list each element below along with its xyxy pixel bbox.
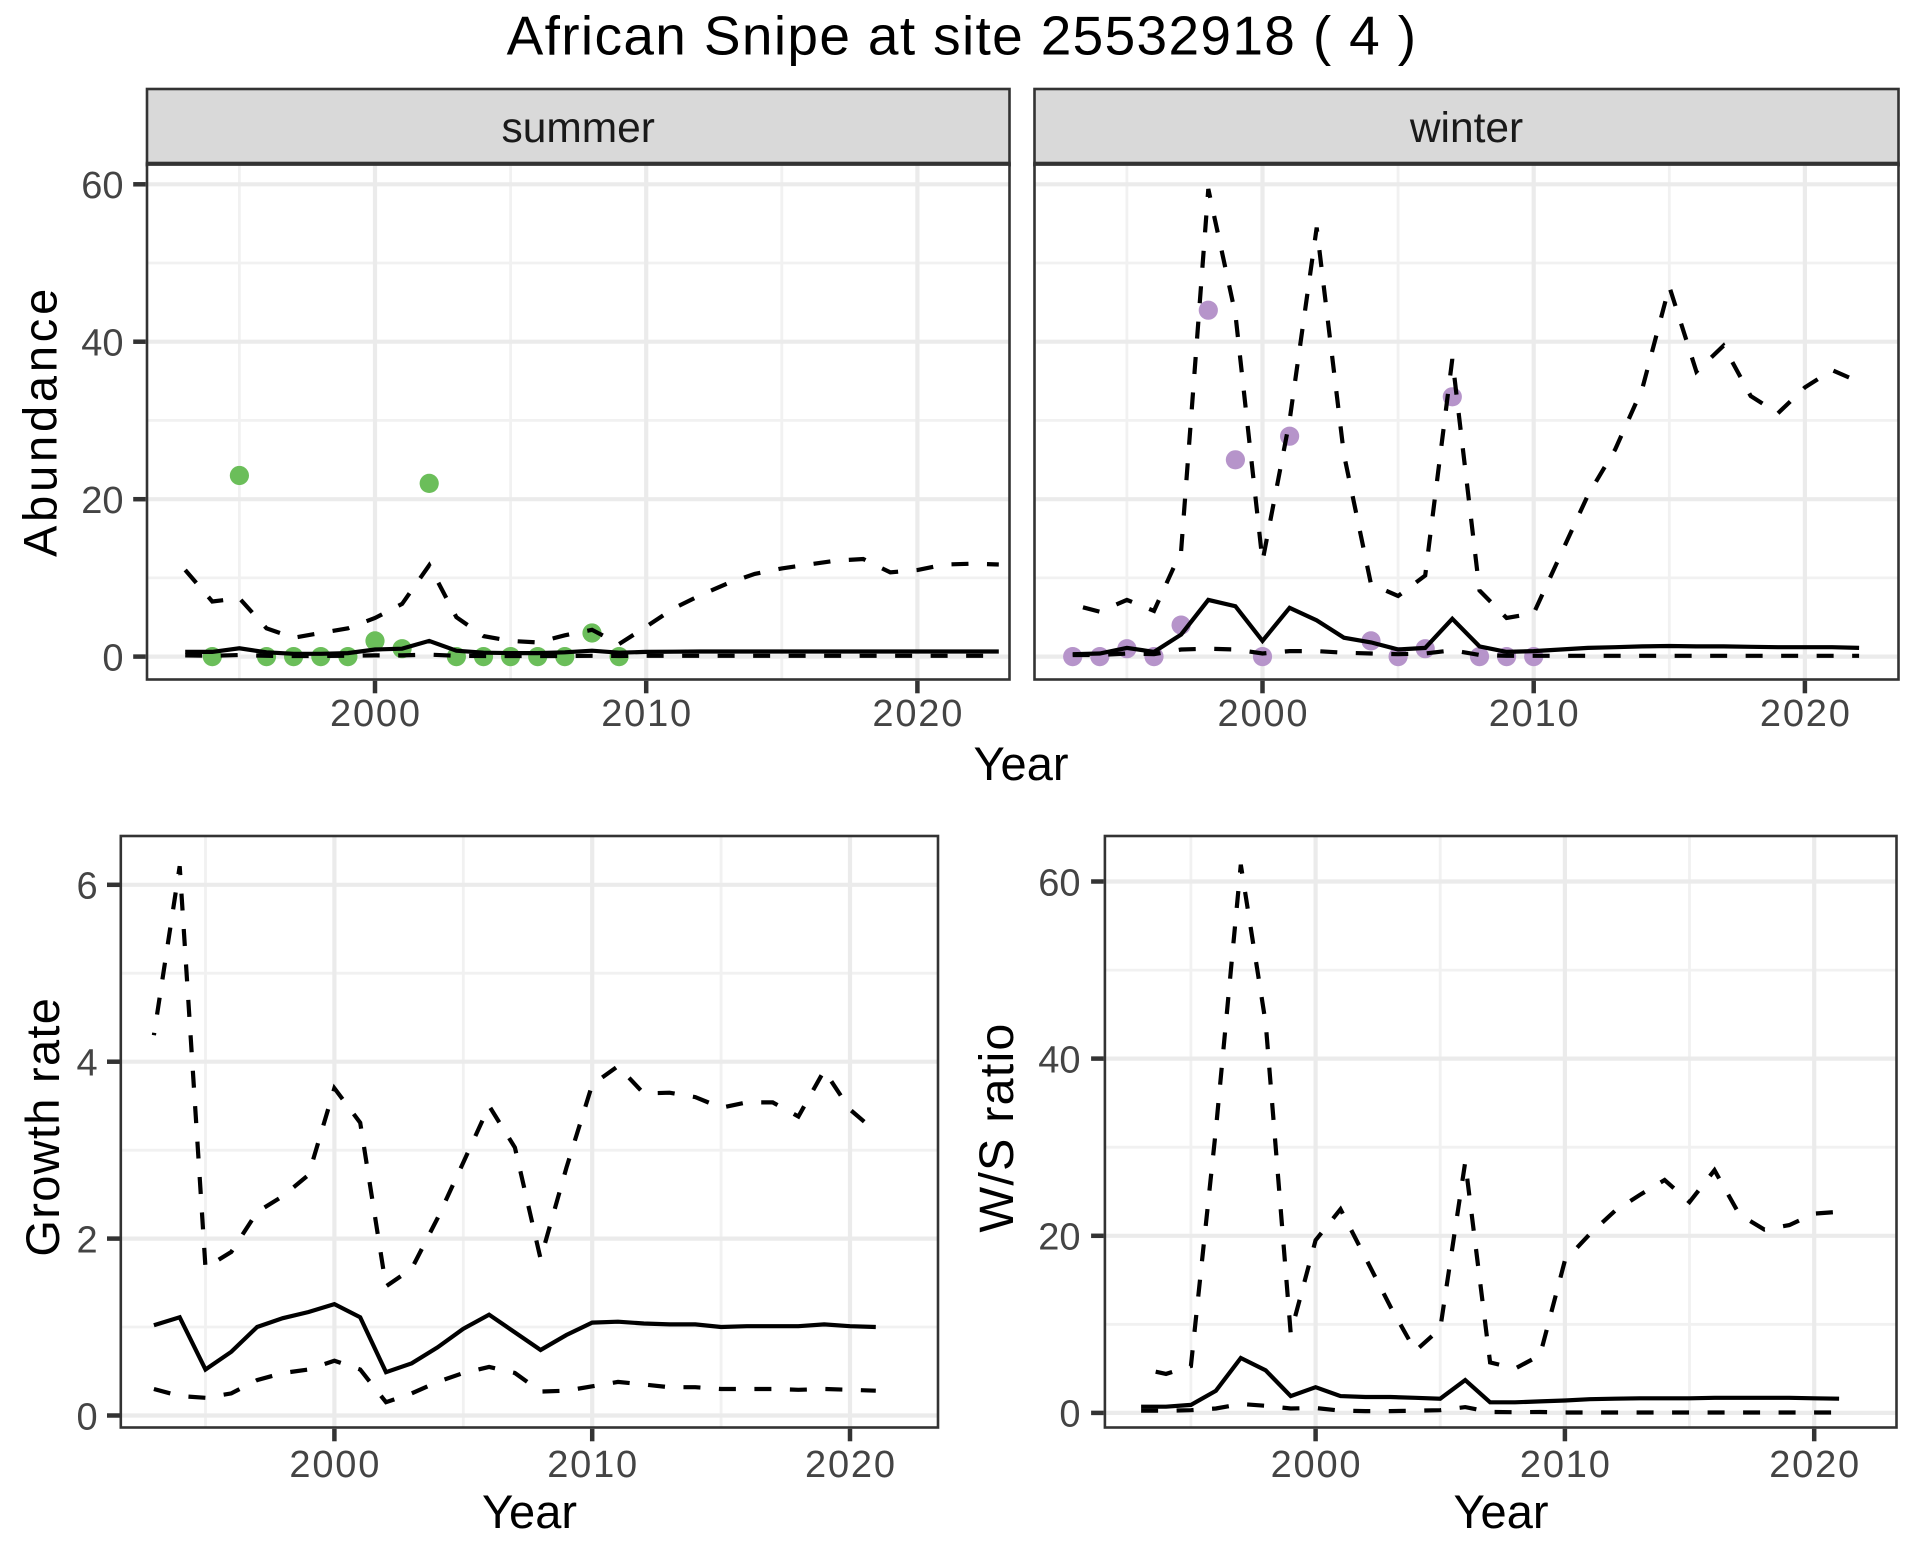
svg-text:2010: 2010 — [601, 693, 693, 735]
svg-text:20: 20 — [81, 480, 123, 522]
svg-text:Year: Year — [482, 1485, 577, 1538]
svg-text:0: 0 — [77, 1396, 98, 1438]
svg-text:2000: 2000 — [289, 1444, 381, 1486]
svg-text:60: 60 — [81, 165, 123, 207]
svg-text:2000: 2000 — [1218, 693, 1310, 735]
svg-text:summer: summer — [501, 105, 654, 152]
svg-text:40: 40 — [81, 323, 123, 365]
svg-text:0: 0 — [1059, 1394, 1080, 1436]
svg-text:African Snipe at site 25532918: African Snipe at site 25532918 ( 4 ) — [507, 5, 1418, 67]
svg-text:2000: 2000 — [330, 693, 422, 735]
svg-text:W/S ratio: W/S ratio — [970, 1022, 1024, 1232]
svg-text:2020: 2020 — [805, 1444, 897, 1486]
svg-text:4: 4 — [77, 1043, 98, 1085]
svg-text:Year: Year — [1454, 1485, 1549, 1538]
svg-text:40: 40 — [1038, 1039, 1080, 1081]
svg-text:2: 2 — [77, 1219, 98, 1261]
svg-text:2020: 2020 — [1769, 1444, 1861, 1486]
svg-text:winter: winter — [1409, 105, 1523, 152]
svg-text:2000: 2000 — [1271, 1444, 1363, 1486]
svg-text:2010: 2010 — [547, 1444, 639, 1486]
svg-text:2010: 2010 — [1520, 1444, 1612, 1486]
svg-text:20: 20 — [1038, 1217, 1080, 1259]
svg-text:Year: Year — [974, 737, 1069, 790]
svg-text:2020: 2020 — [872, 693, 964, 735]
svg-text:60: 60 — [1038, 862, 1080, 904]
svg-text:Growth rate: Growth rate — [16, 997, 69, 1257]
svg-text:6: 6 — [77, 866, 98, 908]
svg-text:Abundance: Abundance — [14, 285, 67, 557]
svg-text:2010: 2010 — [1489, 693, 1581, 735]
svg-text:2020: 2020 — [1760, 693, 1852, 735]
svg-text:0: 0 — [102, 637, 123, 679]
